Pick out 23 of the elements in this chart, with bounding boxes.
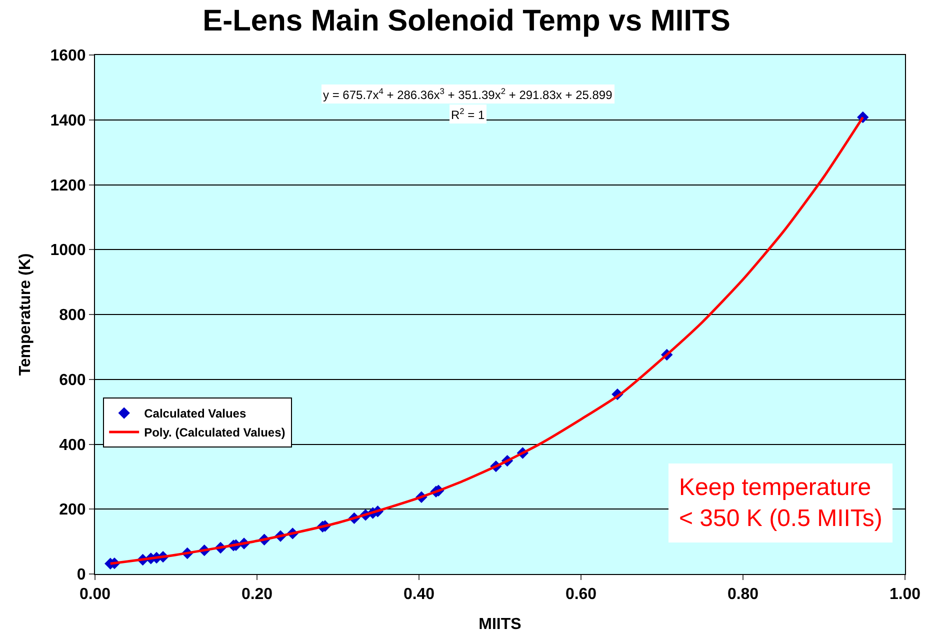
x-tick-label: 0.00 [79, 586, 111, 604]
y-tick-label: 1400 [50, 112, 86, 130]
legend-label: Calculated Values [144, 406, 246, 421]
y-tick-label: 200 [59, 502, 86, 519]
x-tick-label: 1.00 [889, 586, 921, 604]
y-tick-label: 800 [59, 307, 86, 324]
x-tick-label: 0.20 [241, 586, 273, 604]
x-tick-label: 0.60 [565, 586, 597, 604]
annotation: R$^{2}$ = 1 [451, 106, 486, 122]
y-tick-label: 1600 [50, 48, 86, 65]
y-tick-label: 1000 [50, 242, 86, 260]
y-tick-label: 400 [59, 436, 86, 454]
annotation: Keep temperature < 350 K (0.5 MIITs) [679, 474, 882, 532]
x-tick-label: 0.80 [727, 586, 759, 604]
chart-title: E-Lens Main Solenoid Temp vs MIITS [202, 4, 730, 38]
annotation: y = 675.7x$^{4}$ + 286.36x$^{3}$ + 351.39x$^{2}$ + 291.83x + 25.899 [323, 86, 613, 102]
y-tick-label: 600 [59, 372, 86, 389]
y-axis-title: Temperature (K) [17, 253, 34, 376]
y-tick-label: 1200 [50, 177, 86, 194]
y-tick-label: 0 [76, 566, 86, 584]
x-axis-title: MIITS [478, 616, 522, 633]
legend-label: Poly. (Calculated Values) [144, 426, 286, 440]
x-tick-label: 0.40 [403, 586, 435, 604]
